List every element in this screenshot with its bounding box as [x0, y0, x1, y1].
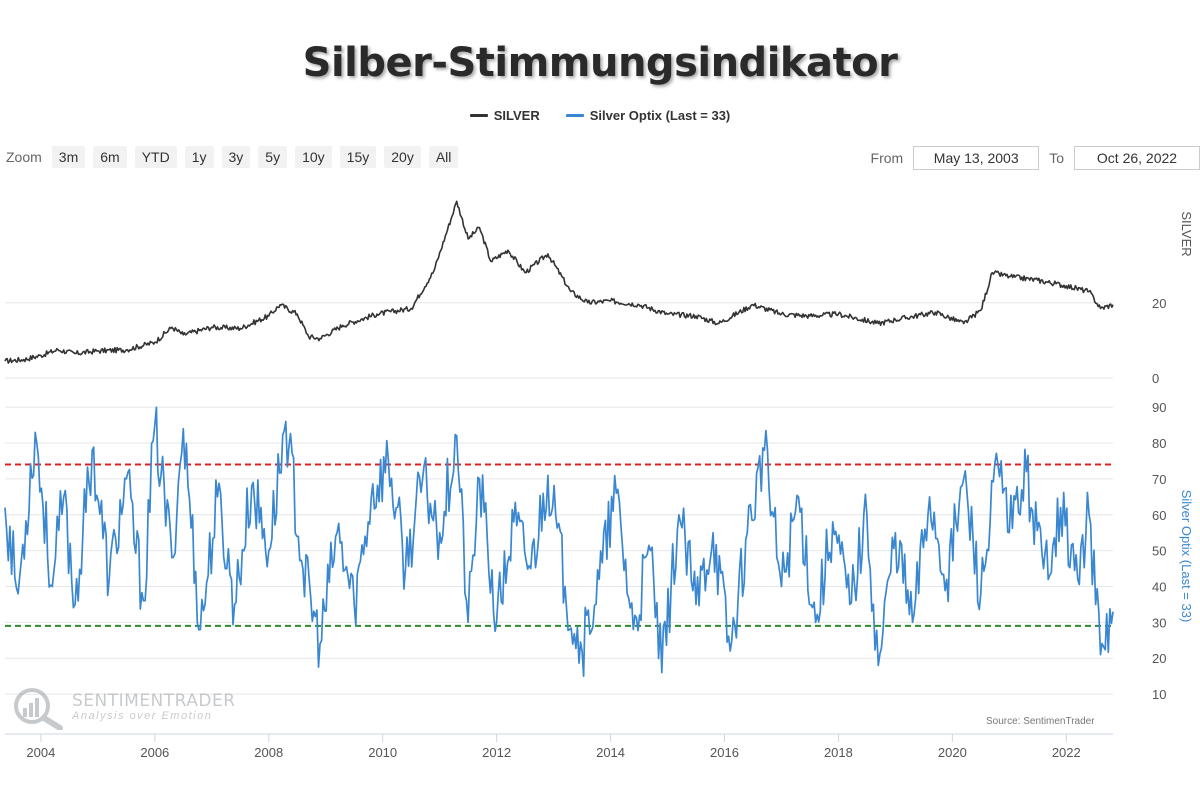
- series-line-silver[interactable]: [4, 200, 1114, 364]
- range-to-input[interactable]: [1074, 146, 1200, 170]
- yaxis-title-optix: Silver Optix (Last = 33): [1179, 490, 1194, 623]
- xtick-label-3: 2010: [368, 745, 397, 760]
- zoom-3m-button[interactable]: 3m: [51, 146, 86, 168]
- xtick-label-9: 2022: [1052, 745, 1081, 760]
- zoom-label: Zoom: [6, 149, 42, 165]
- xtick-label-6: 2016: [710, 745, 739, 760]
- legend-item-silver[interactable]: SILVER: [469, 108, 540, 123]
- xtick-label-4: 2012: [482, 745, 511, 760]
- ytick-optix-3: 40: [1152, 579, 1166, 594]
- legend-swatch-silver: [469, 114, 488, 117]
- xtick-label-5: 2014: [596, 745, 625, 760]
- xtick-label-8: 2020: [938, 745, 967, 760]
- ytick-optix-6: 70: [1152, 472, 1166, 487]
- source-credit: Source: SentimenTrader: [986, 716, 1095, 727]
- yaxis-title-silver: SILVER: [1179, 211, 1194, 256]
- zoom-all-button[interactable]: All: [428, 146, 459, 168]
- zoom-6m-button[interactable]: 6m: [93, 146, 127, 168]
- ytick-optix-8: 90: [1152, 400, 1166, 415]
- xtick-label-7: 2018: [824, 745, 853, 760]
- ytick-optix-0: 10: [1152, 687, 1166, 702]
- legend-label-optix: Silver Optix (Last = 33): [589, 108, 731, 123]
- date-range: From To: [871, 146, 1200, 170]
- zoom-bar: Zoom 3m 6m YTD 1y 3y 5y 10y 15y 20y All: [6, 146, 459, 168]
- zoom-1y-button[interactable]: 1y: [184, 146, 214, 168]
- xtick-label-2: 2008: [254, 745, 283, 760]
- range-from-label: From: [870, 150, 904, 166]
- watermark-tagline: Analysis over Emotion: [72, 710, 213, 723]
- zoom-20y-button[interactable]: 20y: [384, 146, 421, 168]
- ytick-silver-1: 20: [1152, 296, 1166, 311]
- legend: SILVER Silver Optix (Last = 33): [0, 108, 1200, 123]
- ytick-optix-4: 50: [1152, 544, 1166, 559]
- ytick-optix-7: 80: [1152, 436, 1166, 451]
- magnifier-logo-icon: [14, 688, 63, 730]
- range-to-label: To: [1049, 150, 1064, 166]
- chart-title: Silber-Stimmungsindikator: [302, 40, 898, 86]
- zoom-ytd-button[interactable]: YTD: [134, 146, 177, 168]
- ytick-optix-2: 30: [1152, 615, 1166, 630]
- series-line-optix[interactable]: [4, 406, 1114, 678]
- zoom-15y-button[interactable]: 15y: [339, 146, 377, 168]
- ytick-silver-0: 0: [1152, 371, 1159, 386]
- zoom-10y-button[interactable]: 10y: [295, 146, 332, 168]
- ytick-optix-1: 20: [1152, 651, 1166, 666]
- zoom-5y-button[interactable]: 5y: [258, 146, 288, 168]
- zoom-3y-button[interactable]: 3y: [221, 146, 251, 168]
- watermark-name: SENTIMENTRADER: [72, 691, 236, 712]
- xtick-label-0: 2004: [26, 745, 55, 760]
- xtick-label-1: 2006: [140, 745, 169, 760]
- legend-swatch-optix: [565, 114, 584, 117]
- watermark: SENTIMENTRADER Analysis over Emotion: [10, 686, 236, 730]
- legend-label-silver: SILVER: [493, 108, 540, 123]
- ytick-optix-5: 60: [1152, 508, 1166, 523]
- legend-item-optix[interactable]: Silver Optix (Last = 33): [565, 108, 731, 123]
- range-from-input[interactable]: [913, 146, 1040, 170]
